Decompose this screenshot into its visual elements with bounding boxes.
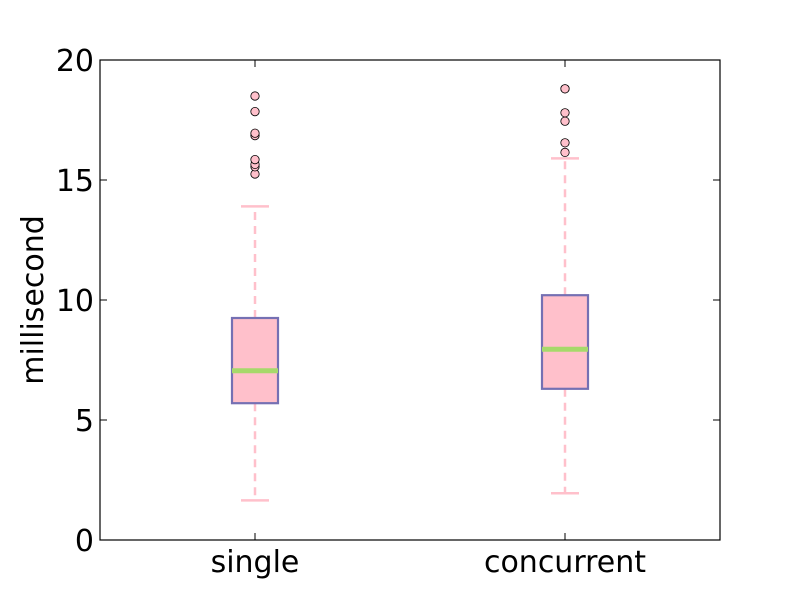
- outlier-point: [560, 138, 570, 148]
- x-tick-label-single: single: [211, 545, 300, 580]
- y-axis-label: millisecond: [16, 215, 51, 385]
- iqr-box: [540, 294, 590, 390]
- outlier-point: [250, 155, 260, 165]
- x-tick-label-concurrent: concurrent: [484, 545, 646, 580]
- y-tick-label: 10: [56, 284, 94, 319]
- y-tick-label: 15: [56, 164, 94, 199]
- outlier-point: [560, 108, 570, 118]
- y-tick-label: 20: [56, 44, 94, 79]
- boxes: [230, 84, 590, 502]
- outlier-point: [250, 107, 260, 117]
- outlier-point: [560, 84, 570, 94]
- outlier-point: [250, 91, 260, 101]
- y-axis-ticks: 0 5 10 15 20: [56, 44, 720, 559]
- iqr-box: [230, 316, 280, 405]
- y-tick-label: 5: [75, 404, 94, 439]
- axes-frame: [99, 59, 721, 541]
- y-tick-label: 0: [75, 524, 94, 559]
- box-group-single: [230, 91, 280, 502]
- outlier-point: [560, 147, 570, 157]
- box-group-concurrent: [540, 84, 590, 495]
- outlier-point: [560, 116, 570, 126]
- outlier-point: [250, 128, 260, 138]
- plot-area: [100, 60, 720, 540]
- x-axis-ticks: single concurrent: [211, 60, 646, 580]
